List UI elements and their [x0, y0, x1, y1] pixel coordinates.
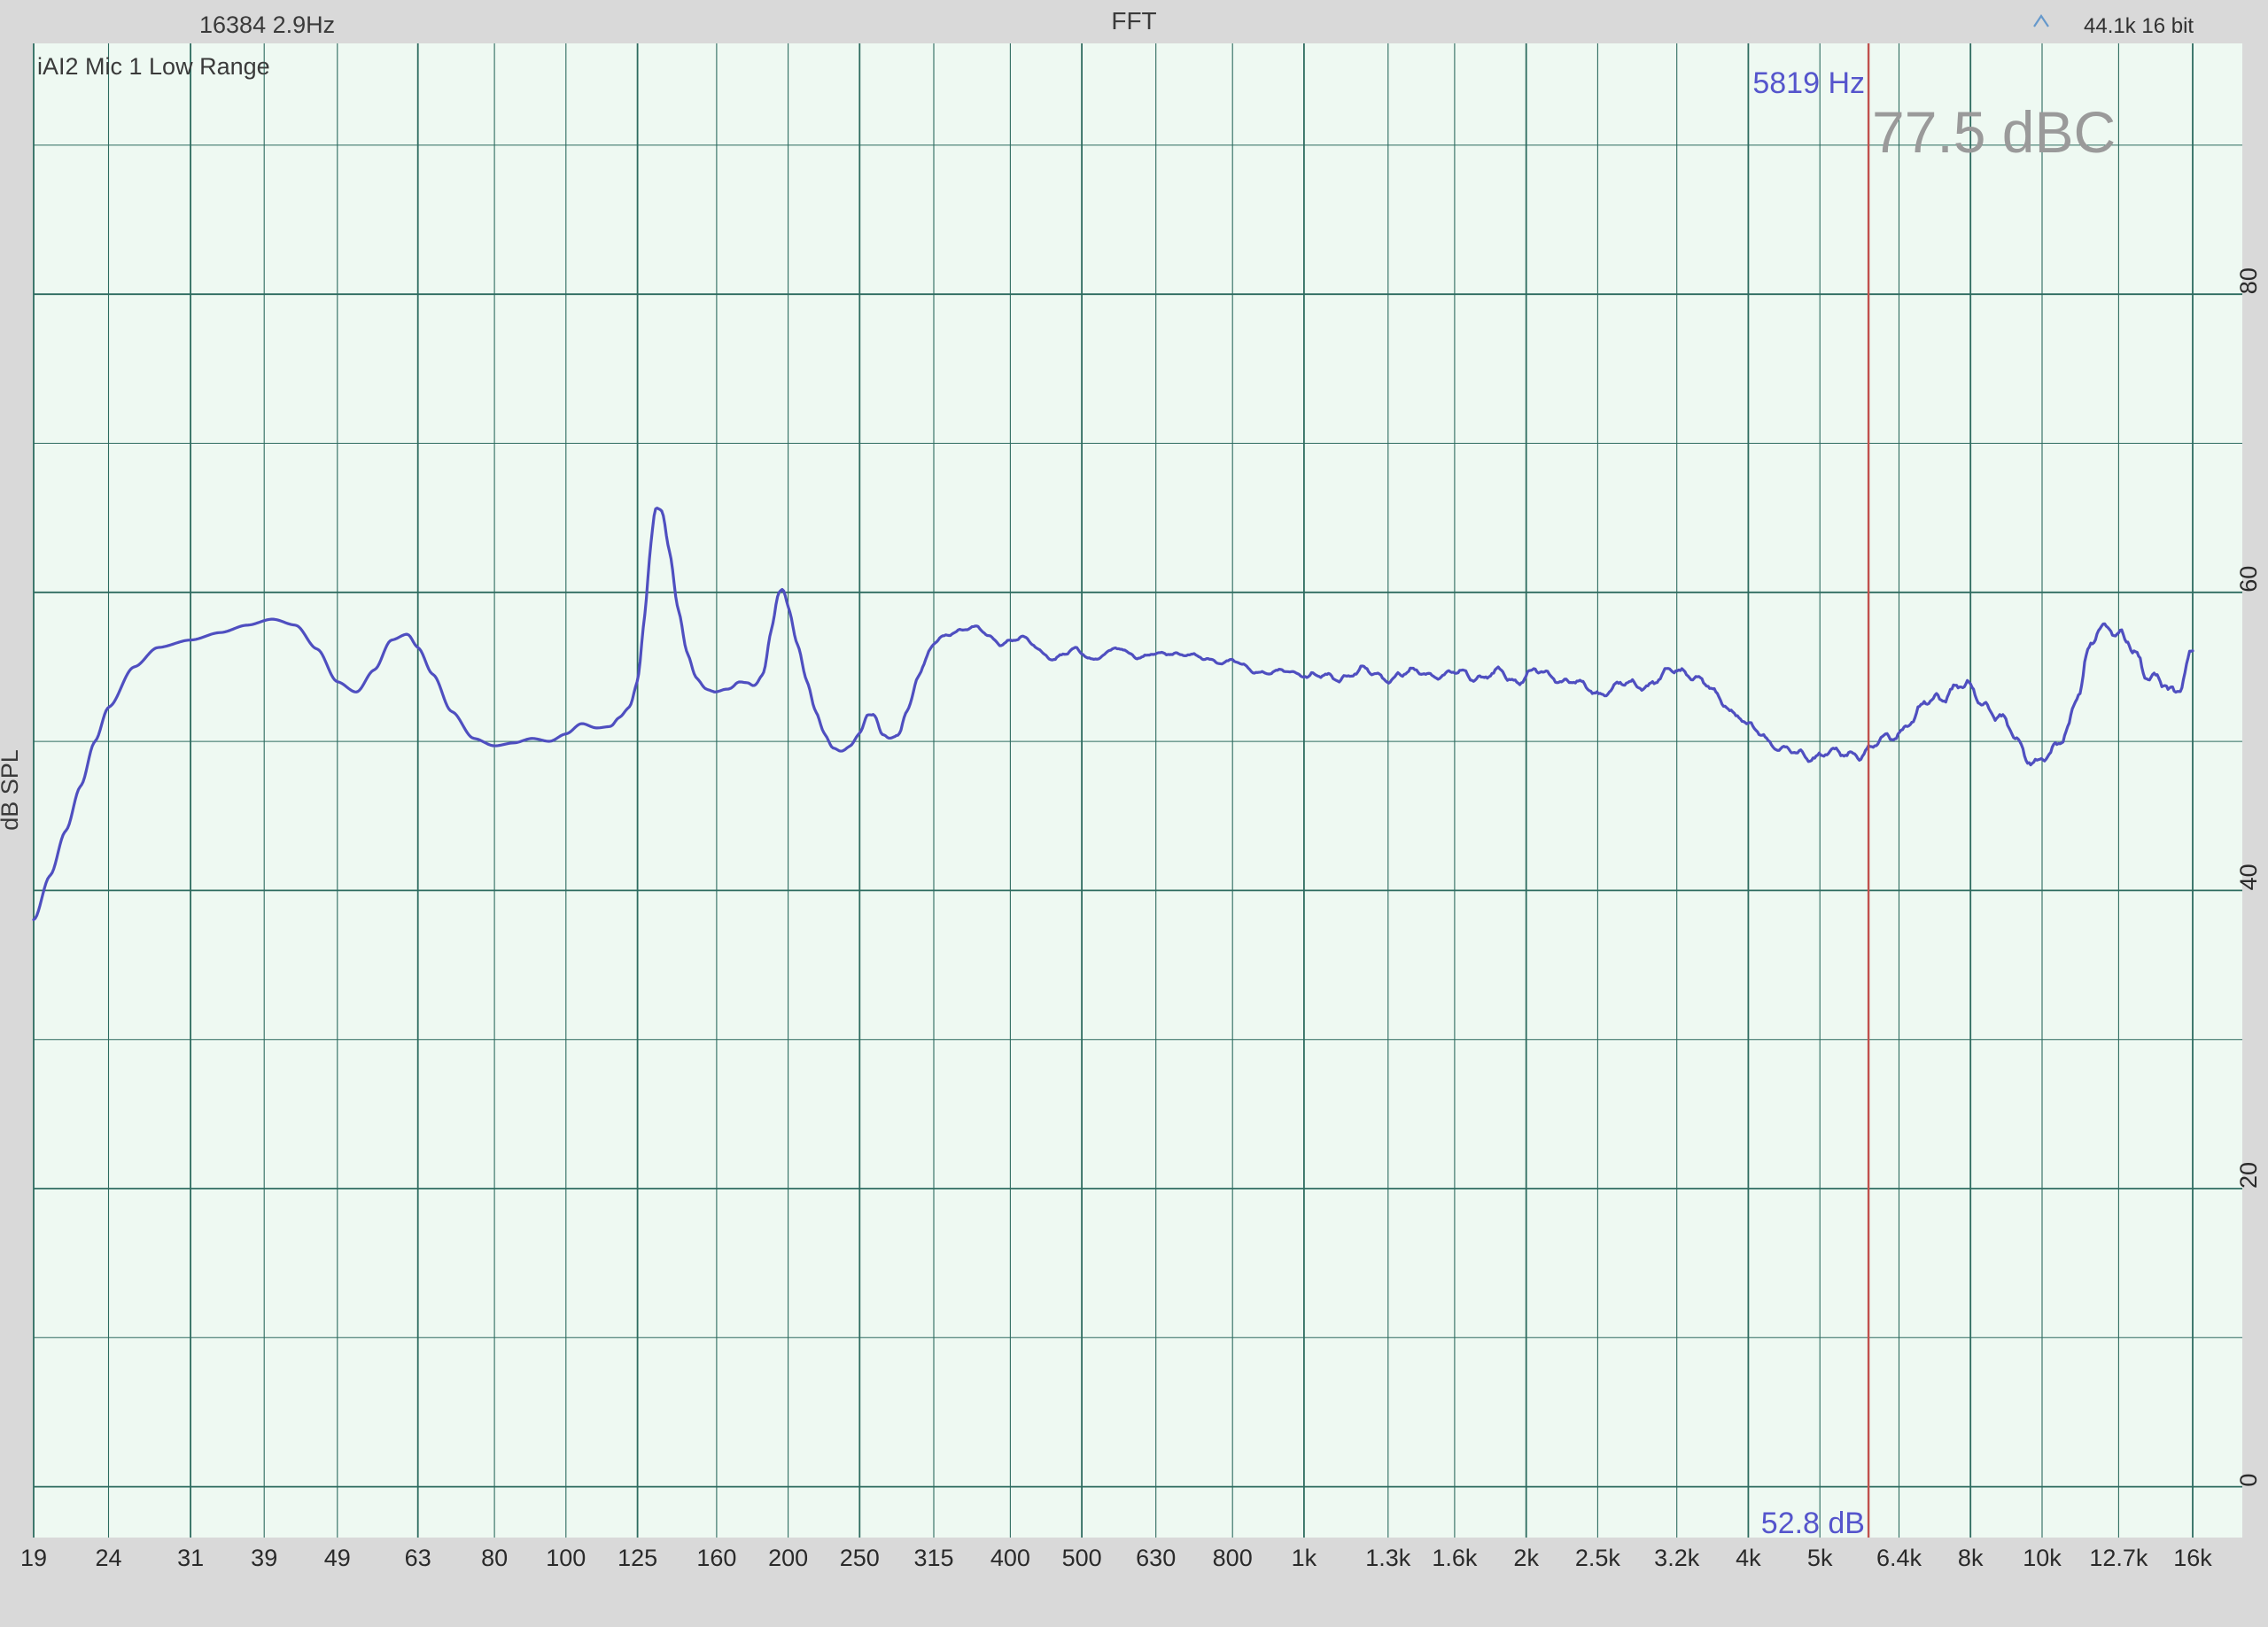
- svg-text:5819 Hz: 5819 Hz: [1752, 66, 1865, 100]
- svg-text:315: 315: [913, 1545, 953, 1571]
- svg-text:250: 250: [840, 1545, 880, 1571]
- svg-text:19: 19: [20, 1545, 47, 1571]
- svg-text:8k: 8k: [1958, 1545, 1984, 1571]
- svg-text:80: 80: [2235, 267, 2262, 294]
- svg-text:6.4k: 6.4k: [1876, 1545, 1922, 1571]
- svg-text:60: 60: [2235, 566, 2262, 593]
- svg-text:31: 31: [177, 1545, 204, 1571]
- svg-text:44.1k 16 bit: 44.1k 16 bit: [2084, 14, 2194, 38]
- svg-text:400: 400: [990, 1545, 1030, 1571]
- svg-text:77.5 dBC: 77.5 dBC: [1872, 99, 2116, 165]
- svg-text:16k: 16k: [2173, 1545, 2212, 1571]
- svg-text:16384 2.9Hz: 16384 2.9Hz: [199, 12, 335, 38]
- svg-text:40: 40: [2235, 864, 2262, 890]
- svg-text:125: 125: [617, 1545, 657, 1571]
- svg-text:24: 24: [95, 1545, 121, 1571]
- svg-text:200: 200: [768, 1545, 808, 1571]
- svg-text:630: 630: [1136, 1545, 1176, 1571]
- svg-text:1.3k: 1.3k: [1365, 1545, 1411, 1571]
- svg-text:iAI2 Mic 1 Low Range: iAI2 Mic 1 Low Range: [37, 53, 270, 80]
- svg-text:63: 63: [405, 1545, 431, 1571]
- svg-text:1k: 1k: [1292, 1545, 1317, 1571]
- svg-text:39: 39: [251, 1545, 277, 1571]
- svg-text:49: 49: [324, 1545, 351, 1571]
- svg-text:20: 20: [2235, 1162, 2262, 1189]
- svg-text:160: 160: [696, 1545, 736, 1571]
- svg-text:5k: 5k: [1807, 1545, 1833, 1571]
- svg-text:4k: 4k: [1736, 1545, 1761, 1571]
- svg-text:FFT: FFT: [1111, 7, 1156, 35]
- svg-text:2k: 2k: [1513, 1545, 1539, 1571]
- svg-text:500: 500: [1062, 1545, 1102, 1571]
- svg-text:0: 0: [2235, 1474, 2262, 1487]
- svg-text:3.2k: 3.2k: [1654, 1545, 1700, 1571]
- svg-text:800: 800: [1213, 1545, 1253, 1571]
- svg-text:52.8 dB: 52.8 dB: [1761, 1507, 1865, 1540]
- svg-text:1.6k: 1.6k: [1432, 1545, 1478, 1571]
- svg-text:12.7k: 12.7k: [2089, 1545, 2148, 1571]
- svg-text:100: 100: [546, 1545, 586, 1571]
- svg-text:2.5k: 2.5k: [1575, 1545, 1621, 1571]
- svg-text:10k: 10k: [2023, 1545, 2062, 1571]
- svg-text:80: 80: [481, 1545, 508, 1571]
- svg-text:dB SPL: dB SPL: [0, 749, 23, 831]
